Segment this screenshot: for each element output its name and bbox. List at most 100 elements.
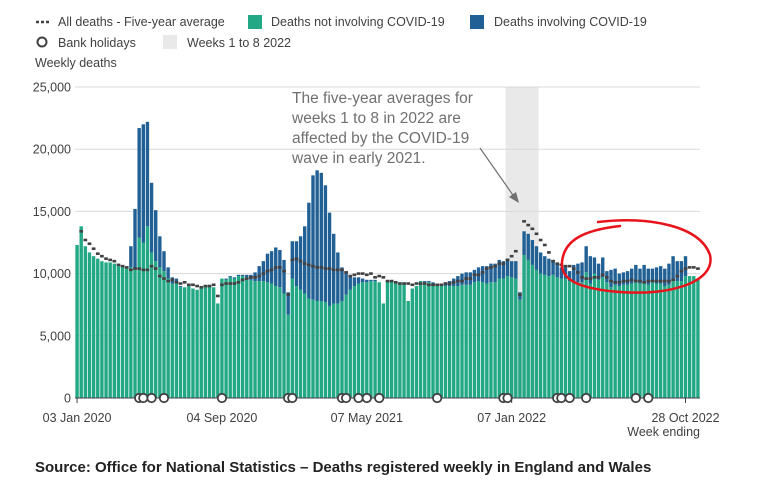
bar-covid bbox=[257, 266, 261, 282]
annotation-text-line: affected by the COVID-19 bbox=[292, 130, 469, 147]
bar-not-covid bbox=[592, 273, 597, 398]
y-axis-label: Weekly deaths bbox=[35, 56, 117, 70]
bar-not-covid bbox=[170, 283, 174, 398]
five-year-average-series bbox=[79, 220, 700, 298]
bar-covid bbox=[303, 226, 307, 294]
bank-holiday-marker bbox=[146, 392, 157, 404]
bar-covid bbox=[261, 261, 266, 282]
legend-item-shaded-weeks[interactable]: Weeks 1 to 8 2022 bbox=[163, 35, 291, 50]
legend-item-bank-holidays[interactable]: Bank holidays bbox=[36, 36, 136, 50]
bar-not-covid bbox=[203, 286, 208, 398]
bar-not-covid bbox=[133, 268, 137, 398]
bar-not-covid bbox=[207, 284, 212, 398]
bar-not-covid bbox=[216, 303, 220, 398]
y-tick-label: 0 bbox=[64, 392, 71, 406]
bar-covid bbox=[547, 258, 551, 277]
bar-not-covid bbox=[580, 282, 584, 398]
bar-not-covid bbox=[509, 277, 514, 398]
bar-covid bbox=[617, 273, 621, 287]
bar-not-covid bbox=[613, 284, 617, 398]
bar-not-covid bbox=[75, 244, 79, 398]
bar-not-covid bbox=[249, 279, 253, 398]
bar-not-covid bbox=[187, 286, 191, 398]
bar-not-covid bbox=[625, 284, 630, 398]
bar-not-covid bbox=[286, 314, 290, 398]
bank-holiday-marker bbox=[630, 392, 641, 404]
bar-covid bbox=[327, 212, 332, 306]
bar-not-covid bbox=[621, 284, 626, 398]
legend-item-covid[interactable]: Deaths involving COVID-19 bbox=[470, 15, 647, 29]
bar-not-covid bbox=[634, 282, 638, 398]
annotation-text-line: weeks 1 to 8 in 2022 are bbox=[291, 110, 461, 127]
bar-not-covid bbox=[162, 271, 166, 398]
bar-covid bbox=[646, 268, 650, 285]
bar-covid bbox=[572, 264, 576, 282]
bar-covid bbox=[162, 251, 166, 272]
bar-not-covid bbox=[447, 286, 452, 398]
bar-not-covid bbox=[435, 284, 439, 398]
bar-not-covid bbox=[307, 298, 311, 398]
bar-not-covid bbox=[199, 287, 203, 398]
bar-covid bbox=[460, 273, 464, 285]
bar-not-covid bbox=[489, 282, 493, 398]
bar-not-covid bbox=[646, 284, 650, 398]
bar-covid bbox=[663, 268, 667, 287]
bank-holiday-marker bbox=[643, 392, 654, 404]
bar-not-covid bbox=[290, 278, 294, 398]
bar-not-covid bbox=[166, 278, 170, 398]
bar-not-covid bbox=[567, 281, 572, 398]
y-tick-label: 10,000 bbox=[33, 267, 71, 281]
bar-not-covid bbox=[137, 237, 141, 398]
bar-covid bbox=[311, 175, 315, 300]
bars bbox=[75, 121, 700, 398]
bar-covid bbox=[609, 269, 613, 288]
bar-covid bbox=[497, 259, 501, 279]
bar-not-covid bbox=[373, 281, 377, 398]
bar-covid bbox=[625, 271, 630, 285]
bar-not-covid bbox=[638, 283, 642, 398]
bar-not-covid bbox=[663, 286, 667, 398]
bar-not-covid bbox=[104, 262, 108, 398]
bar-not-covid bbox=[257, 281, 261, 398]
y-tick-label: 25,000 bbox=[33, 81, 71, 95]
bar-not-covid bbox=[572, 281, 576, 398]
legend-item-five-year-average[interactable]: All deaths - Five-year average bbox=[36, 15, 225, 29]
bar-not-covid bbox=[394, 282, 398, 398]
bar-covid bbox=[654, 267, 659, 284]
bar-covid bbox=[319, 172, 323, 301]
x-axis-label: Week ending bbox=[627, 425, 700, 439]
bar-covid bbox=[592, 257, 597, 274]
bar-covid bbox=[543, 256, 547, 275]
legend-label-shaded-weeks: Weeks 1 to 8 2022 bbox=[187, 36, 291, 50]
bar-not-covid bbox=[265, 282, 270, 398]
bank-holiday-marker bbox=[287, 392, 298, 404]
bar-not-covid bbox=[158, 267, 162, 398]
bar-not-covid bbox=[514, 278, 518, 398]
bar-not-covid bbox=[501, 278, 506, 398]
bar-covid bbox=[538, 252, 543, 274]
bar-not-covid bbox=[609, 287, 613, 398]
bar-not-covid bbox=[576, 282, 580, 398]
bar-not-covid bbox=[530, 264, 535, 398]
bar-not-covid bbox=[327, 305, 332, 398]
highlight-circle bbox=[560, 219, 712, 294]
bar-not-covid bbox=[596, 279, 601, 398]
bar-not-covid bbox=[340, 300, 344, 398]
bar-covid bbox=[269, 251, 274, 284]
bar-not-covid bbox=[526, 259, 530, 398]
bar-not-covid bbox=[464, 284, 468, 398]
bank-holiday-marker bbox=[432, 392, 443, 404]
bar-not-covid bbox=[352, 286, 357, 398]
legend-item-not-covid[interactable]: Deaths not involving COVID-19 bbox=[248, 15, 445, 29]
highlight-circle-layer bbox=[560, 219, 712, 294]
bar-not-covid bbox=[116, 266, 121, 398]
y-tick-label: 15,000 bbox=[33, 205, 71, 219]
bar-covid bbox=[245, 274, 249, 278]
bar-not-covid bbox=[298, 289, 303, 398]
bar-not-covid bbox=[667, 284, 671, 398]
bank-holiday-marker bbox=[216, 392, 228, 404]
bar-covid bbox=[493, 263, 497, 283]
bar-covid bbox=[634, 264, 638, 283]
bar-covid bbox=[580, 262, 584, 283]
bar-covid bbox=[228, 276, 232, 278]
